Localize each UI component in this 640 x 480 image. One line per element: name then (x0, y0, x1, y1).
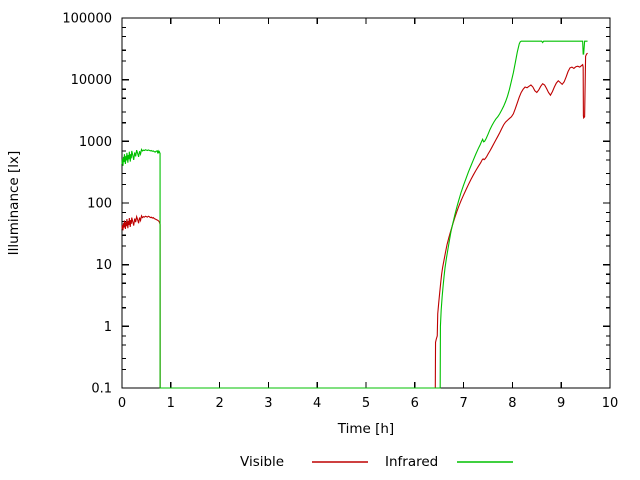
y-tick-label: 1 (104, 320, 112, 335)
plot-frame (121, 17, 611, 389)
x-tick-label: 10 (602, 396, 619, 411)
x-tick-label: 7 (459, 396, 467, 411)
x-tick-label: 1 (167, 396, 175, 411)
x-tick-label: 9 (557, 396, 565, 411)
series-line-visible (121, 52, 588, 389)
y-tick-label: 10000 (71, 73, 112, 88)
x-tick-label: 3 (264, 396, 272, 411)
x-tick-label: 8 (508, 396, 516, 411)
y-tick-label: 1000 (79, 135, 112, 150)
y-axis-title: Illuminance [lx] (6, 151, 22, 256)
x-axis-title: Time [h] (337, 421, 394, 437)
data-series (121, 40, 588, 389)
y-tick-label: 100000 (62, 12, 112, 27)
y-tick-label: 0.1 (91, 382, 112, 397)
series-line-infrared (121, 40, 588, 389)
x-tick-label: 0 (118, 396, 126, 411)
y-tick-label: 10 (95, 258, 112, 273)
legend-label-visible: Visible (240, 454, 284, 470)
y-tick-label: 100 (87, 197, 112, 212)
x-tick-label: 5 (362, 396, 370, 411)
chart-legend: Visible Infrared (240, 454, 513, 470)
y-axis-ticks: 0.1 1 10 100 1000 10000 100000 (62, 12, 610, 397)
x-axis-ticks: 0 1 2 3 4 5 6 7 8 9 10 (118, 18, 618, 411)
x-tick-label: 6 (411, 396, 419, 411)
x-tick-label: 2 (215, 396, 223, 411)
legend-label-infrared: Infrared (385, 454, 438, 470)
x-tick-label: 4 (313, 396, 321, 411)
